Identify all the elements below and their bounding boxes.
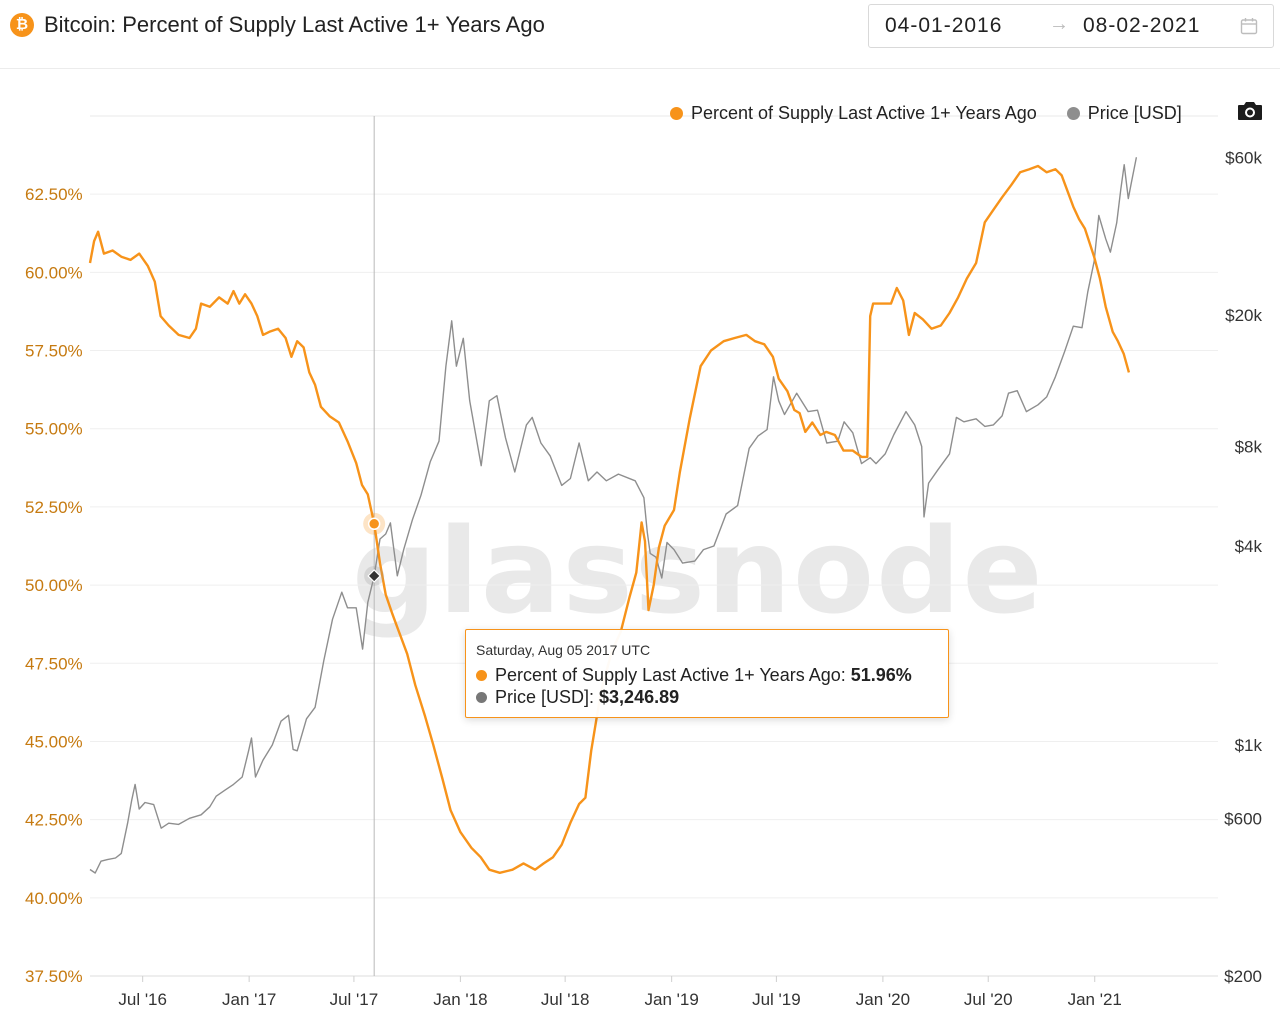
y-right-tick-label: $1k	[1235, 736, 1263, 755]
price-marker	[367, 569, 382, 583]
series-layer	[88, 157, 1138, 874]
x-tick-label: Jan '17	[222, 990, 276, 1009]
calendar-icon[interactable]	[1240, 17, 1258, 35]
x-tick-label: Jan '20	[856, 990, 910, 1009]
y-left-tick-label: 60.00%	[25, 263, 83, 282]
x-tick-label: Jul '17	[330, 990, 379, 1009]
supply-marker	[367, 517, 381, 531]
y-left-tick-label: 52.50%	[25, 498, 83, 517]
y-left-tick-label: 37.50%	[25, 967, 83, 986]
y-right-tick-label: $60k	[1225, 148, 1262, 167]
date-end-input[interactable]: 08-02-2021	[1083, 14, 1201, 37]
y-right-tick-label: $20k	[1225, 306, 1262, 325]
price-series-line[interactable]	[89, 157, 1138, 874]
tooltip-price-row: Price [USD]: $3,246.89	[476, 686, 938, 708]
x-tick-label: Jul '20	[964, 990, 1013, 1009]
legend-supply-label: Percent of Supply Last Active 1+ Years A…	[691, 102, 1037, 123]
watermark: glassnode	[352, 502, 1045, 640]
date-range-picker[interactable]: 04-01-2016 → 08-02-2021	[868, 4, 1274, 48]
y-left-tick-label: 55.00%	[25, 420, 83, 439]
x-tick-label: Jan '21	[1068, 990, 1122, 1009]
y-right-tick-label: $200	[1224, 967, 1262, 986]
y-right-tick-label: $600	[1224, 809, 1262, 828]
tooltip-supply-label: Percent of Supply Last Active 1+ Years A…	[495, 664, 846, 685]
y-right-tick-label: $8k	[1235, 438, 1263, 457]
y-left-tick-label: 42.50%	[25, 811, 83, 830]
x-tick-label: Jan '18	[433, 990, 487, 1009]
y-left-tick-label: 40.00%	[25, 889, 83, 908]
legend-price-label: Price [USD]	[1087, 102, 1182, 123]
date-arrow-icon: →	[1049, 13, 1069, 35]
date-start-input[interactable]: 04-01-2016	[885, 14, 1003, 37]
y-left-tick-label: 45.00%	[25, 732, 83, 751]
x-tick-label: Jul '18	[541, 990, 590, 1009]
x-axis: Jul '16 Jan '17 Jul '17 Jan '18 Jul '18 Jan '…	[118, 976, 1122, 1009]
tooltip-price-dot	[476, 691, 487, 703]
y-left-tick-label: 50.00%	[25, 576, 83, 595]
x-tick-label: Jul '16	[118, 990, 167, 1009]
grid-lines	[90, 115, 1218, 977]
tooltip: Saturday, Aug 05 2017 UTC Percent of Sup…	[465, 629, 949, 718]
bitcoin-icon: ₿	[10, 13, 34, 37]
legend-price-dot	[1066, 106, 1080, 120]
legend-item-supply[interactable]: Percent of Supply Last Active 1+ Years A…	[670, 103, 1037, 124]
y-left-tick-label: 47.50%	[25, 654, 83, 673]
highlight-markers	[363, 512, 386, 586]
tooltip-date: Saturday, Aug 05 2017 UTC	[476, 642, 651, 658]
tooltip-supply-dot	[476, 669, 487, 681]
chart-legend: Percent of Supply Last Active 1+ Years A…	[670, 102, 1212, 124]
left-axis: 37.50% 40.00% 42.50% 45.00% 47.50% 50.00% 52.5…	[25, 185, 83, 986]
tooltip-price-value: $3,246.89	[599, 686, 680, 707]
tooltip-supply-row: Percent of Supply Last Active 1+ Years A…	[476, 664, 938, 686]
tooltip-price-label: Price [USD]:	[495, 686, 595, 707]
legend-supply-dot	[670, 106, 683, 120]
tooltip-supply-value: 51.96%	[850, 664, 912, 685]
x-tick-label: Jan '19	[645, 990, 699, 1009]
right-axis: $200 $600 $1k $4k $8k $20k $60k	[1224, 148, 1262, 986]
x-tick-label: Jul '19	[752, 990, 801, 1009]
chart-header: ₿ Bitcoin: Percent of Supply Last Active…	[0, 0, 1280, 69]
camera-icon[interactable]	[1236, 99, 1264, 123]
chart-title: Bitcoin: Percent of Supply Last Active 1…	[44, 12, 545, 37]
y-left-tick-label: 62.50%	[25, 185, 83, 204]
legend-item-price[interactable]: Price [USD]	[1066, 102, 1182, 124]
y-left-tick-label: 57.50%	[25, 342, 83, 361]
y-right-tick-label: $4k	[1235, 537, 1263, 556]
